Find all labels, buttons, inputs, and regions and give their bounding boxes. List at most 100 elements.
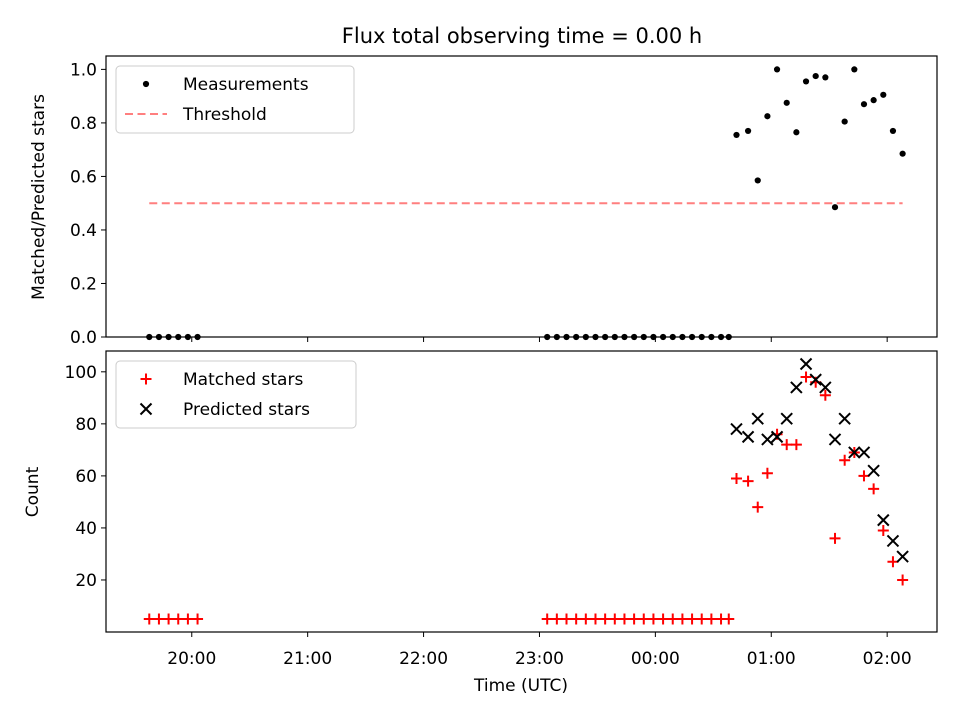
measurement-point	[733, 131, 740, 139]
measurement-point	[899, 150, 906, 157]
ratio-legend: Measurements Threshold	[115, 65, 355, 134]
matched-star-point	[839, 454, 851, 466]
matched-star-point	[742, 475, 754, 487]
predicted-star-point	[790, 381, 803, 394]
measurement-point	[802, 78, 810, 85]
predicted-star-point	[809, 373, 822, 386]
matched-star-point	[696, 613, 708, 625]
y-tick-label: 1.0	[70, 60, 97, 80]
measurement-point	[889, 127, 897, 135]
predicted-star-point	[838, 412, 851, 425]
matched-star-point	[752, 501, 764, 513]
matched-star-point	[570, 613, 582, 625]
ratio-y-axis-label: Matched/Predicted stars	[29, 94, 49, 300]
predicted-star-point	[761, 433, 774, 446]
predicted-star-point	[896, 550, 909, 563]
legend-frame	[115, 65, 355, 134]
matched-star-point	[877, 525, 889, 537]
y-tick-label: 40	[75, 519, 97, 539]
matched-star-point	[618, 613, 630, 625]
count-ticks: 20 40 60 80 100	[65, 363, 106, 591]
x-tick-label: 20:00	[167, 649, 216, 669]
legend-frame	[115, 360, 357, 429]
legend-label: Predicted stars	[183, 400, 310, 420]
legend-label: Measurements	[183, 75, 309, 95]
matched-star-point	[551, 613, 563, 625]
predicted-star-point	[799, 357, 813, 371]
matched-star-point	[705, 613, 717, 625]
predicted-star-point	[751, 412, 764, 425]
x-tick-label: 01:00	[747, 649, 796, 669]
y-tick-label: 80	[75, 415, 97, 435]
matched-star-point	[887, 556, 899, 568]
legend-label: Matched stars	[183, 370, 303, 390]
legend-plus-marker	[140, 373, 152, 385]
y-tick-label: 60	[75, 467, 97, 487]
measurement-point	[744, 127, 752, 135]
y-tick-label: 0.0	[70, 328, 97, 348]
matched-star-point	[761, 467, 773, 479]
matched-star-point	[781, 439, 793, 451]
ratio-panel: 0.0 0.2 0.4 0.6 0.8 1.0 Matched/Predicted sta…	[29, 55, 938, 348]
measurement-point	[880, 91, 887, 98]
matched-star-point	[730, 472, 742, 484]
measurement-point	[841, 118, 848, 125]
measurement-point	[851, 66, 858, 73]
y-tick-label: 0.2	[70, 274, 97, 294]
measurement-point	[764, 113, 771, 120]
matched-star-point	[829, 532, 841, 544]
predicted-star-point	[780, 412, 793, 425]
matched-star-point	[541, 613, 553, 625]
matched-star-point	[628, 613, 640, 625]
matched-star-point	[153, 613, 165, 625]
count-panel: 20 40 60 80 100 Count Matched stars Predicted…	[23, 350, 938, 633]
predicted-star-point	[848, 446, 861, 459]
x-axis-label: Time (UTC)	[473, 676, 568, 696]
predicted-star-point	[770, 430, 784, 444]
matched-star-point	[580, 613, 592, 625]
matched-star-point	[192, 613, 204, 625]
predicted-star-point	[867, 464, 880, 477]
y-tick-label: 0.6	[70, 167, 97, 187]
predicted-star-point	[730, 422, 743, 436]
matched-star-point	[163, 613, 175, 625]
measurement-point	[773, 66, 781, 73]
matched-star-point	[172, 613, 184, 625]
predicted-star-point	[886, 534, 900, 548]
measurement-point	[793, 129, 800, 136]
measurement-point	[870, 97, 877, 104]
measurement-point	[754, 177, 761, 184]
matched-star-point	[686, 613, 698, 625]
matched-star-point	[561, 613, 573, 625]
y-tick-label: 100	[65, 363, 97, 383]
matched-star-point	[800, 371, 812, 383]
legend-dot-marker	[142, 80, 150, 88]
measurement-point	[822, 74, 829, 81]
matched-star-point	[723, 613, 735, 625]
y-tick-label: 20	[75, 571, 97, 591]
predicted-star-point	[857, 446, 871, 459]
matched-star-point	[819, 389, 831, 401]
measurement-point	[860, 101, 868, 108]
measurement-point	[812, 72, 819, 80]
count-plot-frame	[105, 350, 938, 633]
predicted-star-point	[877, 513, 890, 527]
matched-star-point	[790, 439, 802, 451]
predicted-star-point	[819, 381, 832, 394]
measurement-point	[783, 99, 790, 106]
matched-star-point	[143, 613, 155, 625]
count-legend: Matched stars Predicted stars	[115, 360, 357, 429]
matched-star-point	[589, 613, 601, 625]
count-plot-marks	[143, 357, 909, 625]
x-axis: 20:00 21:00 22:00 23:00 00:00 01:00 02:00	[167, 337, 912, 669]
matched-star-point	[638, 613, 650, 625]
matched-star-point	[868, 483, 880, 495]
y-tick-label: 0.8	[70, 114, 97, 134]
matched-star-point	[667, 613, 679, 625]
matched-star-point	[599, 613, 611, 625]
x-tick-label: 22:00	[399, 649, 448, 669]
legend-label: Threshold	[182, 105, 267, 125]
matched-star-point	[609, 613, 621, 625]
matched-star-point	[182, 613, 194, 625]
